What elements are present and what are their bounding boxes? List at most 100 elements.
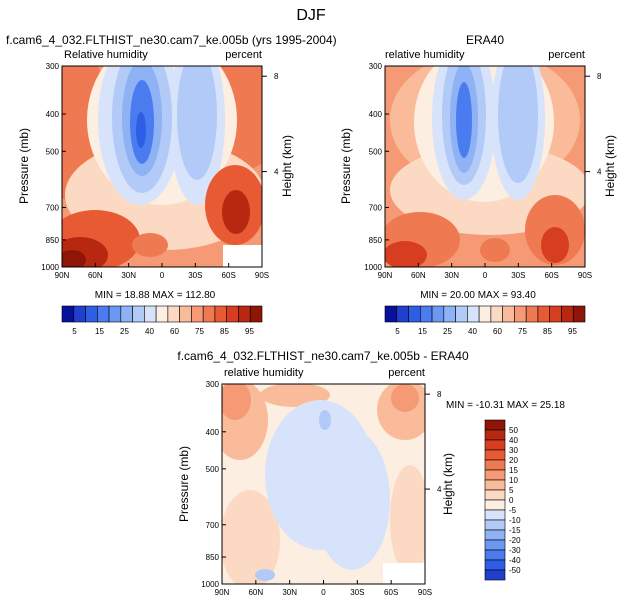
model-xtick-label: 60S [222, 271, 236, 280]
diff-ytick-label: 300 [206, 380, 220, 389]
diff-left-label: relative humidity [224, 367, 304, 379]
diff-colorbar-swatch [484, 429, 506, 441]
obs-ytick-label: 1000 [364, 263, 382, 272]
obs-xtick-label: 60N [411, 271, 426, 280]
obs-colorbar-swatch [431, 305, 445, 323]
model-colorbar-swatch [238, 305, 251, 323]
obs-colorbar-label: 95 [568, 327, 577, 336]
model-colorbar-label: 25 [120, 327, 129, 336]
model-colorbar-label: 75 [195, 327, 204, 336]
diff-colorbar-label: -10 [509, 516, 521, 525]
diff-colorbar-swatch [484, 509, 506, 521]
diff-xtick-label: 0 [321, 588, 326, 597]
obs-xtick-label: 30S [511, 271, 525, 280]
obs-ytick-label: 850 [369, 236, 383, 245]
diff-colorbar-swatch [484, 519, 506, 531]
model-field [62, 66, 262, 267]
model-colorbar: 5 15 25 40 60 75 85 95 [61, 305, 263, 336]
obs-colorbar-label: 15 [418, 327, 427, 336]
diff-colorbar-swatch [484, 559, 506, 571]
model-colorbar-label: 85 [220, 327, 229, 336]
obs-blob [541, 227, 569, 263]
model-colorbar-swatch [179, 305, 192, 323]
model-colorbar-swatch [202, 305, 216, 323]
model-ytick-label: 300 [46, 62, 60, 71]
model-ylabel: Pressure (mb) [17, 128, 31, 204]
obs-field [385, 66, 585, 267]
obs-xtick-label: 30N [444, 271, 459, 280]
diff-blob [319, 410, 331, 430]
diff-colorbar-swatch [484, 469, 506, 481]
diff-colorbar-swatch [484, 569, 506, 581]
diff-right-label: percent [388, 367, 425, 379]
diff-colorbar-swatch [484, 499, 506, 511]
model-yticks: 300 400 500 700 850 1000 [41, 62, 66, 272]
obs-right-tick-label: 4 [597, 168, 602, 177]
diff-colorbar-label: 30 [509, 446, 518, 455]
model-colorbar-label: 60 [170, 327, 179, 336]
diff-xtick-label: 60N [248, 588, 263, 597]
diff-blob [222, 384, 251, 420]
diff-ytick-label: 700 [206, 521, 220, 530]
model-colorbar-swatch [61, 305, 75, 323]
diff-colorbar-swatch [484, 539, 506, 551]
panel-diff: f.cam6_4_032.FLTHIST_ne30.cam7_ke.005b -… [177, 349, 565, 597]
diff-ytick-label: 850 [206, 553, 220, 562]
diff-xtick-label: 90N [215, 588, 230, 597]
model-colorbar-swatch [96, 305, 110, 323]
model-colorbar-label: 40 [145, 327, 154, 336]
model-colorbar-label: 5 [72, 327, 77, 336]
model-right-label: percent [225, 49, 262, 61]
model-colorbar-swatch [144, 305, 157, 323]
model-colorbar-swatch [73, 305, 86, 323]
obs-right-ticks: 84 [585, 72, 602, 177]
diff-xticks: 90N 60N 30N 0 30S 60S 90S [215, 580, 432, 597]
model-right-tick-label: 4 [274, 168, 279, 177]
obs-colorbar-swatch [537, 305, 551, 323]
obs-colorbar-label: 75 [518, 327, 527, 336]
obs-colorbar-swatch [419, 305, 433, 323]
obs-blob [385, 241, 427, 267]
obs-right-tick-label: 8 [597, 72, 602, 81]
obs-colorbar-swatch [490, 305, 503, 323]
model-ytick-label: 700 [46, 203, 60, 212]
model-blob [177, 66, 217, 180]
model-xtick-label: 90N [55, 271, 70, 280]
obs-colorbar-swatch [384, 305, 398, 323]
obs-colorbar-label: 5 [395, 327, 400, 336]
model-xtick-label: 90S [255, 271, 269, 280]
diff-colorbar-label: 5 [509, 486, 514, 495]
obs-ytick-label: 300 [369, 62, 383, 71]
diff-ytick-label: 400 [206, 428, 220, 437]
model-ytick-label: 1000 [41, 263, 59, 272]
model-right-ticks: 84 [262, 72, 279, 177]
model-colorbar-swatch [120, 305, 133, 323]
diff-colorbar-label: -50 [509, 566, 521, 575]
model-blob [132, 233, 168, 257]
diff-right-ticks: 84 [425, 390, 442, 494]
diff-missing-data [383, 563, 425, 584]
model-xticks: 90N 60N 30N 0 30S 60S 90S [55, 263, 269, 280]
panel-obs: ERA40 relative humidity percent 90N 60N 30… [339, 33, 617, 336]
diff-blob [391, 384, 419, 412]
diff-colorbar-label: 20 [509, 456, 518, 465]
diff-stats: MIN = -10.31 MAX = 25.18 [446, 400, 565, 411]
model-colorbar-swatch [249, 305, 263, 323]
diff-colorbar-label: 40 [509, 436, 518, 445]
model-xtick-label: 30S [188, 271, 202, 280]
model-ylabel-right: Height (km) [280, 135, 294, 197]
diff-colorbar-label: -20 [509, 536, 521, 545]
model-title: f.cam6_4_032.FLTHIST_ne30.cam7_ke.005b (… [6, 33, 337, 47]
obs-colorbar-swatch [467, 305, 480, 323]
obs-colorbar-swatch [408, 305, 421, 323]
diff-title: f.cam6_4_032.FLTHIST_ne30.cam7_ke.005b -… [177, 349, 469, 363]
obs-colorbar-label: 25 [443, 327, 452, 336]
obs-colorbar-label: 60 [493, 327, 502, 336]
diff-xtick-label: 90S [418, 588, 432, 597]
obs-ylabel: Pressure (mb) [339, 128, 353, 204]
model-ytick-label: 400 [46, 110, 60, 119]
model-blob [136, 112, 146, 148]
obs-colorbar: 5 15 25 40 60 75 85 95 [384, 305, 586, 336]
diff-colorbar-label: 50 [509, 426, 518, 435]
